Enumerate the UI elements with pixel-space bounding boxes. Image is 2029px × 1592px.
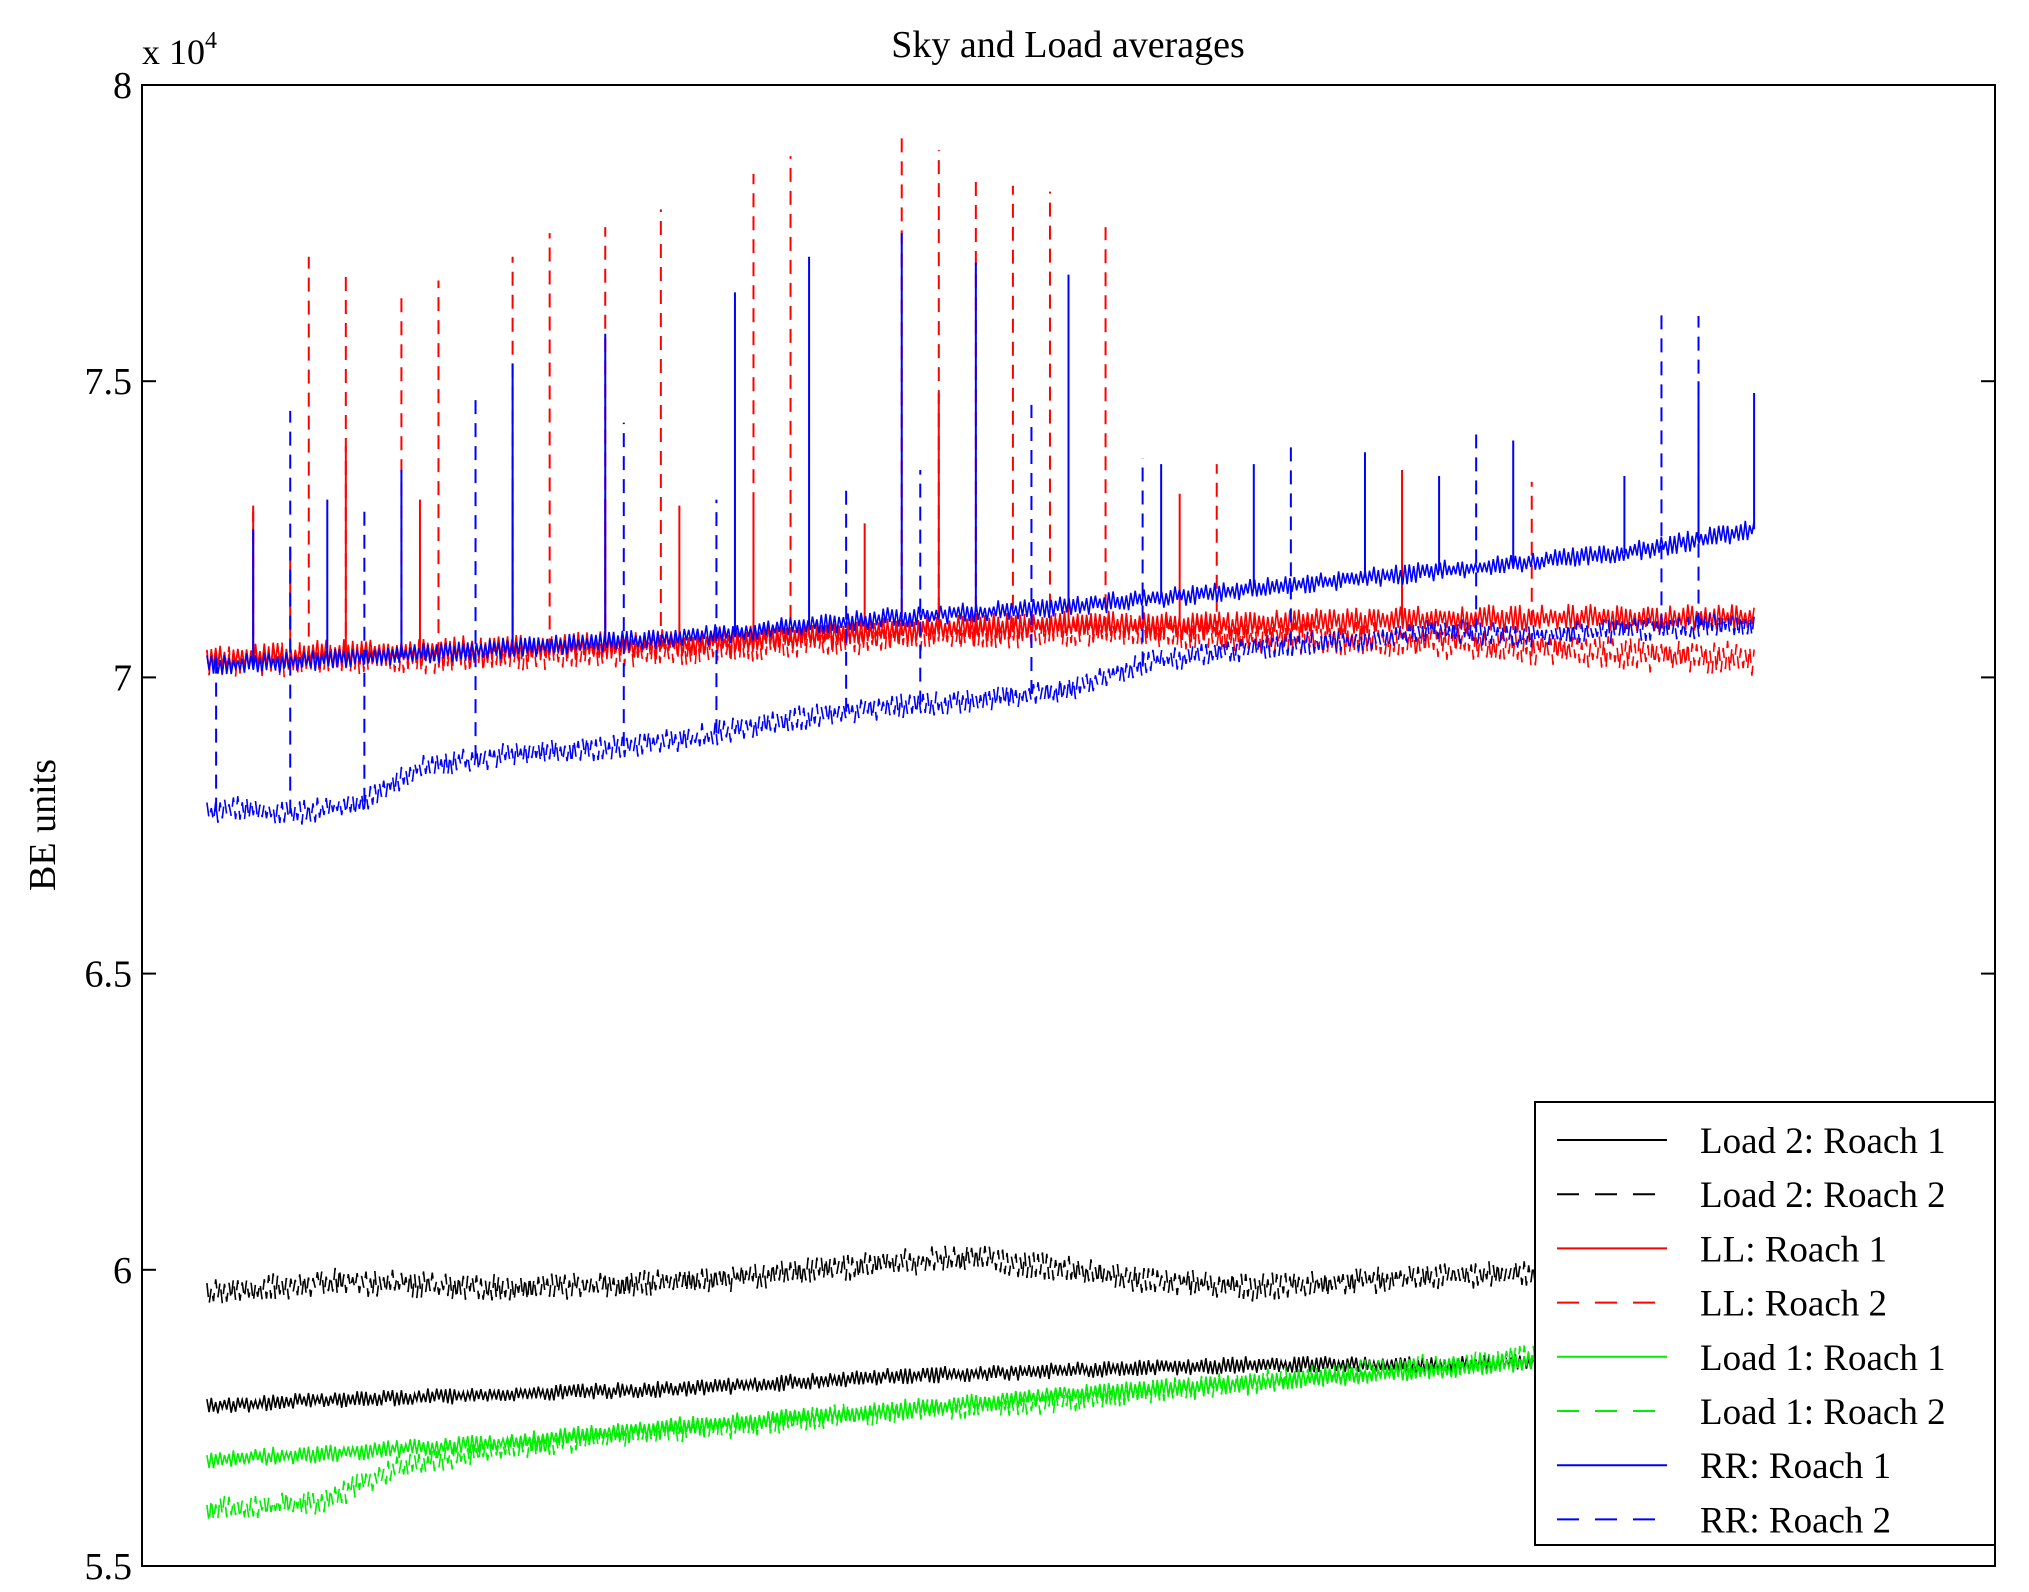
chart-title: Sky and Load averages bbox=[891, 24, 1245, 66]
y-axis-exponent: x 104 bbox=[142, 28, 217, 72]
y-axis-label: BE units bbox=[22, 759, 64, 891]
legend-label: Load 1: Roach 1 bbox=[1700, 1338, 1946, 1379]
legend-label: Load 2: Roach 1 bbox=[1700, 1121, 1946, 1162]
legend-entry: Load 2: Roach 2 bbox=[1557, 1175, 1946, 1216]
legend-entry: LL: Roach 1 bbox=[1557, 1229, 1887, 1270]
y-axis-exponent-power: 4 bbox=[205, 28, 217, 54]
y-tick-label: 6 bbox=[113, 1250, 132, 1292]
legend-entry: Load 2: Roach 1 bbox=[1557, 1121, 1946, 1162]
legend-entry: RR: Roach 1 bbox=[1557, 1446, 1891, 1487]
legend-entry: LL: Roach 2 bbox=[1557, 1284, 1887, 1325]
plot-frame bbox=[141, 84, 1996, 1567]
tick-layer: 5.5 6 6.5 7 7.5 8 bbox=[85, 65, 1995, 1588]
legend-label: LL: Roach 2 bbox=[1700, 1284, 1887, 1325]
y-tick-label: 8 bbox=[113, 65, 132, 107]
legend-entries: Load 2: Roach 1 Load 2: Roach 2 LL: Roach … bbox=[1557, 1121, 1946, 1541]
series-rr-roach-1 bbox=[206, 233, 1756, 675]
series-trace bbox=[206, 1244, 1755, 1305]
legend-label: LL: Roach 1 bbox=[1700, 1229, 1887, 1270]
legend-entry: RR: Roach 2 bbox=[1557, 1500, 1891, 1541]
series-trace bbox=[206, 613, 1755, 825]
series-trace bbox=[206, 612, 1755, 678]
y-tick-label: 5.5 bbox=[85, 1546, 133, 1588]
legend-label: RR: Roach 1 bbox=[1700, 1446, 1891, 1487]
legend-label: RR: Roach 2 bbox=[1700, 1500, 1891, 1541]
legend-label: Load 1: Roach 2 bbox=[1700, 1392, 1946, 1433]
series-trace bbox=[206, 1328, 1755, 1523]
legend: Load 2: Roach 1 Load 2: Roach 2 LL: Roach … bbox=[1534, 1101, 1996, 1546]
y-tick-label: 7.5 bbox=[85, 361, 133, 403]
series-layer bbox=[206, 138, 1756, 1523]
legend-label: Load 2: Roach 2 bbox=[1700, 1175, 1946, 1216]
plot-area: 5.5 6 6.5 7 7.5 8 bbox=[85, 65, 1996, 1588]
y-axis-exponent-base: x 10 bbox=[142, 32, 205, 72]
series-trace bbox=[206, 520, 1755, 675]
y-tick-label: 6.5 bbox=[85, 954, 133, 996]
legend-box bbox=[1534, 1101, 1996, 1546]
series-load-1-roach-2 bbox=[206, 1328, 1755, 1523]
series-load-2-roach-2 bbox=[206, 1244, 1755, 1305]
legend-entry: Load 1: Roach 1 bbox=[1557, 1338, 1946, 1379]
legend-entry: Load 1: Roach 2 bbox=[1557, 1392, 1946, 1433]
series-rr-roach-2 bbox=[206, 310, 1755, 825]
y-tick-label: 7 bbox=[113, 657, 132, 699]
